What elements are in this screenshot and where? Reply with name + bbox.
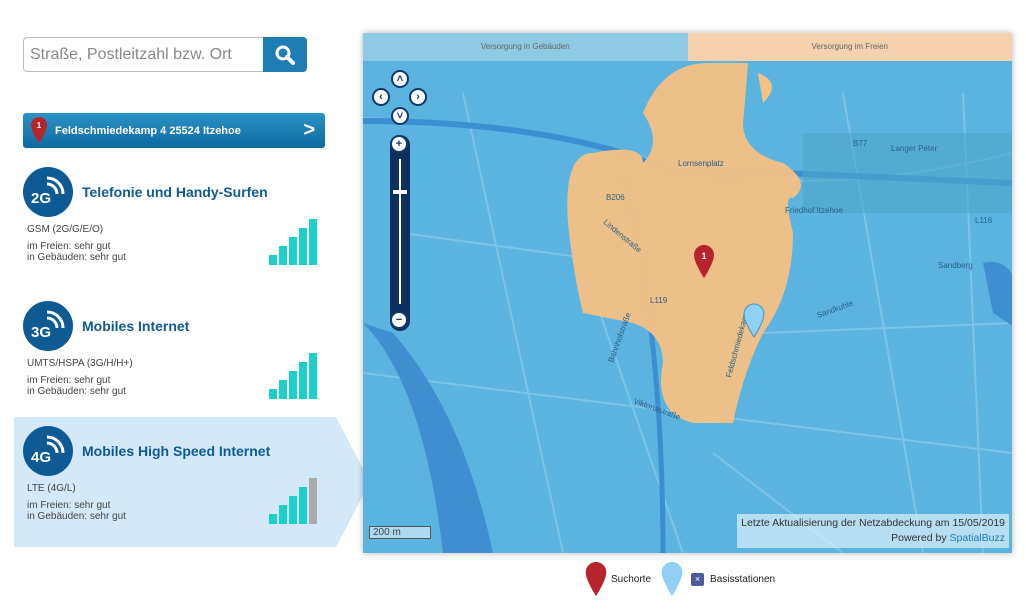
zoom-handle[interactable]	[393, 190, 407, 194]
update-text: Letzte Aktualisierung der Netzabdeckung …	[741, 517, 1005, 529]
outdoor-quality: im Freien: sehr gut	[27, 500, 111, 511]
pan-up-button[interactable]: ˄	[391, 70, 409, 88]
chevron-right-icon: >	[303, 119, 315, 141]
powered-text: Powered by	[891, 532, 950, 544]
section-title: Mobiles Internet	[82, 318, 190, 334]
search-icon	[275, 45, 295, 65]
map-label: Sandkuhle	[816, 298, 855, 320]
technology-label: LTE (4G/L)	[27, 483, 76, 494]
map-canvas: Lornsenplatz Friedhof Itzehoe Langer Pet…	[363, 63, 1012, 553]
map-label: L116	[975, 216, 993, 225]
address-result[interactable]: 1 Feldschmiedekamp 4 25524 Itzehoe >	[23, 113, 325, 148]
network-badge: 2G	[23, 167, 73, 217]
map-label: Friedhof Itzehoe	[785, 206, 843, 215]
signal-bar	[269, 389, 277, 399]
signal-strength	[269, 478, 317, 524]
badge-label: 2G	[31, 190, 52, 207]
signal-waves-icon	[46, 176, 65, 195]
map-label: L119	[650, 296, 668, 305]
map-label: B77	[853, 139, 868, 148]
network-section-2g[interactable]: 2G Telefonie und Handy-Surfen GSM (2G/G/…	[14, 167, 336, 277]
zoom-track	[399, 159, 401, 304]
pan-left-button[interactable]: ‹	[372, 88, 390, 106]
map-label: Sandberg	[938, 261, 973, 270]
coverage-map[interactable]: Versorgung in Gebäuden Versorgung im Fre…	[363, 33, 1012, 553]
search-button[interactable]	[263, 37, 307, 72]
outdoor-quality: im Freien: sehr gut	[27, 241, 111, 252]
network-section-4g[interactable]: 4G Mobiles High Speed Internet LTE (4G/L…	[14, 417, 370, 547]
marker-icon: 1	[31, 117, 47, 143]
signal-bar	[309, 353, 317, 399]
zoom-out-button[interactable]: −	[390, 311, 408, 329]
outdoor-quality: im Freien: sehr gut	[27, 375, 111, 386]
signal-bar	[299, 487, 307, 524]
signal-waves-icon	[46, 310, 65, 329]
section-title: Telefonie und Handy-Surfen	[82, 184, 268, 200]
svg-text:1: 1	[701, 251, 706, 261]
badge-label: 4G	[31, 449, 52, 466]
tab-outdoor[interactable]: Versorgung im Freien	[687, 33, 1012, 61]
signal-bar	[289, 371, 297, 399]
scale-bar: 200 m	[369, 526, 431, 539]
zoom-in-button[interactable]: +	[390, 135, 408, 153]
base-station-marker-icon[interactable]	[743, 303, 765, 338]
indoor-quality: in Gebäuden: sehr gut	[27, 252, 126, 263]
section-title: Mobiles High Speed Internet	[82, 443, 271, 459]
map-label: Langer Peter	[891, 144, 938, 153]
legend-search: Suchorte	[611, 573, 652, 585]
signal-bar	[299, 362, 307, 399]
signal-bar	[269, 255, 277, 265]
signal-bar	[279, 505, 287, 524]
svg-text:1: 1	[37, 121, 42, 130]
map-legend: Suchorte × Basisstationen	[585, 562, 775, 596]
legend-stations: Basisstationen	[710, 573, 776, 585]
network-section-3g[interactable]: 3G Mobiles Internet UMTS/HSPA (3G/H/H+) …	[14, 301, 336, 411]
signal-strength	[269, 353, 317, 399]
signal-bar	[309, 478, 317, 524]
search-input[interactable]	[23, 37, 263, 72]
address-label: Feldschmiedekamp 4 25524 Itzehoe	[55, 124, 241, 137]
signal-bar	[279, 380, 287, 399]
map-label: Lornsenplatz	[678, 159, 724, 168]
badge-label: 3G	[31, 324, 52, 341]
search-bar	[23, 37, 307, 72]
tab-indoor[interactable]: Versorgung in Gebäuden	[363, 33, 688, 61]
pan-right-button[interactable]: ›	[409, 88, 427, 106]
technology-label: UMTS/HSPA (3G/H/H+)	[27, 358, 133, 369]
base-station-marker-icon	[661, 562, 683, 596]
network-badge: 3G	[23, 301, 73, 351]
pan-down-button[interactable]: ˅	[391, 107, 409, 125]
network-badge: 4G	[23, 426, 73, 476]
signal-strength	[269, 219, 317, 265]
signal-bar	[289, 237, 297, 265]
signal-bar	[299, 228, 307, 265]
indoor-quality: in Gebäuden: sehr gut	[27, 386, 126, 397]
zoom-slider[interactable]: + −	[390, 135, 410, 331]
signal-waves-icon	[46, 435, 65, 454]
toggle-stations-checkbox[interactable]: ×	[691, 572, 705, 586]
spatialbuzz-link[interactable]: SpatialBuzz	[949, 532, 1005, 544]
map-label: B206	[606, 193, 625, 202]
signal-bar	[269, 514, 277, 524]
indoor-quality: in Gebäuden: sehr gut	[27, 511, 126, 522]
map-info: Letzte Aktualisierung der Netzabdeckung …	[737, 514, 1009, 548]
signal-bar	[309, 219, 317, 265]
signal-bar	[279, 246, 287, 265]
search-marker-icon[interactable]: 1	[694, 245, 714, 278]
signal-bar	[289, 496, 297, 524]
technology-label: GSM (2G/G/E/O)	[27, 224, 104, 235]
search-marker-icon	[585, 562, 607, 596]
